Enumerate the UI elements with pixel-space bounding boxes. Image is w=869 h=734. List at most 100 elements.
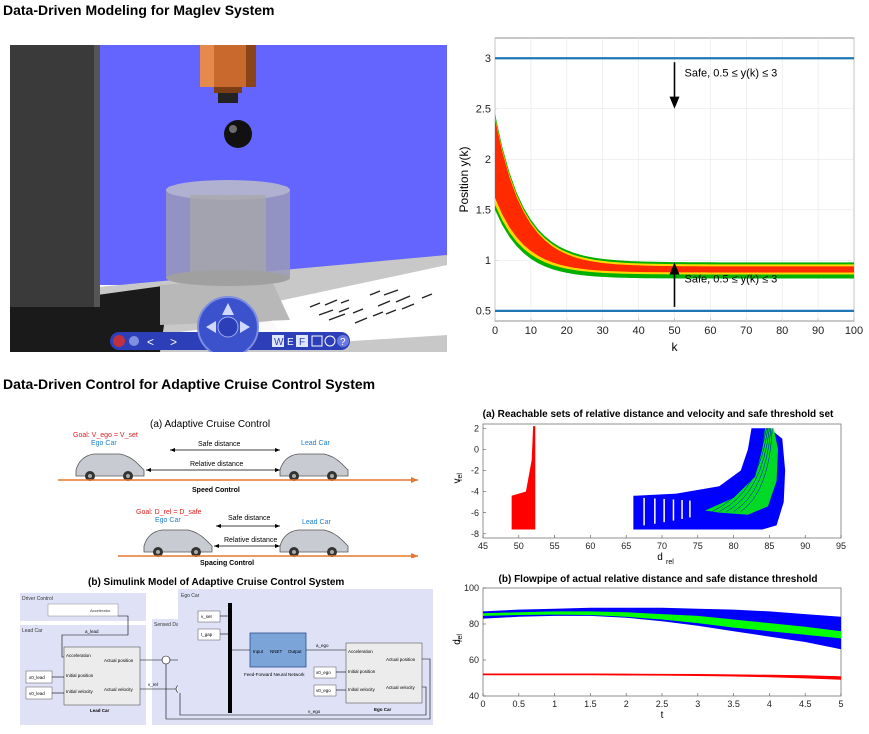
navigator-toolbar[interactable]: < > W E F ? <box>110 296 350 352</box>
magnetic-ball <box>224 120 252 148</box>
svg-text:Feed-Forward Neural Network: Feed-Forward Neural Network <box>244 672 305 677</box>
speed-ego-label: Ego Car <box>91 440 117 447</box>
svg-text:Initial position: Initial position <box>348 669 376 674</box>
maglev-scene: < > W E F ? <box>10 45 447 352</box>
x-tick-label: 5 <box>838 699 843 709</box>
position-chart: 0 10 20 30 40 50 60 70 80 90 100 0.5 1 1.5 2 2.5 3 Safe, … <box>457 37 863 354</box>
x-tick-label: 4 <box>767 699 772 709</box>
safe-threshold-set <box>511 426 536 530</box>
speed-safe-label: Safe distance <box>198 441 241 448</box>
svg-text:W: W <box>274 337 284 348</box>
x-tick-label: 2 <box>624 699 629 709</box>
simulink-model: (b) Simulink Model of Adaptive Cruise Co… <box>18 573 438 731</box>
ego-car-block[interactable] <box>345 642 423 704</box>
svg-text:Accelerator: Accelerator <box>90 608 111 613</box>
spacing-ego-car-icon <box>143 529 213 557</box>
x-tick-label: 1.5 <box>584 699 597 709</box>
flowpipe-chart-title: (b) Flowpipe of actual relative distance… <box>499 574 818 585</box>
x0-ego-block[interactable] <box>313 666 337 679</box>
pillar <box>10 45 100 307</box>
svg-text:v0_lead: v0_lead <box>29 691 45 696</box>
svg-text:Lead Car: Lead Car <box>90 708 110 713</box>
plot-area <box>482 587 842 697</box>
svg-text:v_set: v_set <box>201 614 213 619</box>
svg-text:x0_ego: x0_ego <box>316 670 331 675</box>
reach-trajectory-curve <box>719 428 769 512</box>
y-tick-label: -2 <box>471 466 479 476</box>
svg-text:Ego Car: Ego Car <box>374 707 392 712</box>
y-tick-label: 0 <box>474 444 479 454</box>
speed-goal: Goal: V_ego = V_set <box>73 432 138 439</box>
walk-button[interactable] <box>272 335 284 347</box>
y-axis-label: d <box>452 639 463 645</box>
lower-safe-annotation: Safe, 0.5 ≤ y(k) ≤ 3 <box>685 274 778 286</box>
x-axis-label: k <box>672 340 679 354</box>
x-tick-label: 20 <box>561 325 573 337</box>
acc-diagram: (a) Adaptive Cruise Control Goal: V_ego … <box>18 410 438 558</box>
x-tick-label: 95 <box>836 541 846 551</box>
home-icon[interactable] <box>113 335 125 347</box>
x-tick-label: 90 <box>800 541 810 551</box>
reach-chart-title: (a) Reachable sets of relative distance … <box>483 409 834 420</box>
svg-text:a_ego: a_ego <box>316 643 329 648</box>
x-tick-label: 40 <box>632 325 644 337</box>
spacing-ego-label: Ego Car <box>155 517 181 524</box>
y-axis-label: Position y(k) <box>457 146 471 212</box>
v-set-block[interactable] <box>197 610 221 623</box>
x-tick-label: 0.5 <box>513 699 526 709</box>
ego-car-area-label: Ego Car <box>181 593 200 599</box>
x-tick-label: 60 <box>704 325 716 337</box>
y-axis-label-sub: rel <box>457 473 464 481</box>
x-tick-label: 3.5 <box>727 699 740 709</box>
y-axis-label: v <box>452 479 463 484</box>
electromagnet <box>200 45 256 103</box>
reachable-subset <box>704 428 778 515</box>
speed-lead-label: Lead Car <box>301 440 330 447</box>
y-tick-label: 1 <box>485 255 491 267</box>
x-tick-label: 80 <box>729 541 739 551</box>
y-tick-label: -6 <box>471 508 479 518</box>
x-tick-label: 3 <box>695 699 700 709</box>
lead-car-block[interactable] <box>63 646 141 706</box>
svg-text:Actual position: Actual position <box>386 657 416 662</box>
x-axis-label-sub: rel <box>666 559 674 566</box>
x-tick-label: 50 <box>668 325 680 337</box>
scene-paper <box>260 265 447 345</box>
svg-text:Output: Output <box>288 649 302 654</box>
svg-text:Input: Input <box>253 649 264 654</box>
svg-text:Acceleration: Acceleration <box>66 653 91 658</box>
x-tick-label: 10 <box>525 325 537 337</box>
lower-arrow-head <box>669 262 680 275</box>
svg-text:Initial velocity: Initial velocity <box>66 689 94 694</box>
x-tick-label: 30 <box>597 325 609 337</box>
x-tick-label: 50 <box>514 541 524 551</box>
spacing-relative-label: Relative distance <box>224 537 277 544</box>
examine-button[interactable]: E <box>287 337 294 348</box>
section-title-control: Data-Driven Control for Adaptive Cruise … <box>3 376 376 392</box>
y-tick-label: 100 <box>464 583 479 593</box>
svg-text:v_ego: v_ego <box>308 709 321 714</box>
v0-ego-block[interactable] <box>313 684 337 697</box>
x-tick-label: 70 <box>740 325 752 337</box>
viewpoint-icon[interactable] <box>129 336 139 346</box>
svg-text:Acceleration: Acceleration <box>348 649 373 654</box>
x-tick-label: 4.5 <box>799 699 812 709</box>
reach-trajectory-curve <box>733 428 772 512</box>
headlight-icon[interactable] <box>324 335 336 347</box>
upper-arrow-head <box>669 96 680 109</box>
t-gap-block[interactable] <box>197 628 221 641</box>
upper-safe-annotation: Safe, 0.5 ≤ y(k) ≤ 3 <box>685 67 778 79</box>
help-icon[interactable] <box>337 335 349 347</box>
fly-button[interactable] <box>296 335 308 347</box>
accelerator-block[interactable] <box>47 603 119 617</box>
sensed-data-label: Sensed Data <box>154 622 183 628</box>
x-tick-label: 2.5 <box>656 699 669 709</box>
svg-text:NNET: NNET <box>270 649 283 654</box>
svg-text:x0_lead: x0_lead <box>29 675 45 680</box>
x-tick-label: 0 <box>480 699 485 709</box>
levitation-cylinder <box>166 180 290 286</box>
svg-text:F: F <box>299 337 305 348</box>
y-tick-label: 1.5 <box>476 205 491 217</box>
driver-control-label: Driver Control <box>22 596 53 602</box>
straighten-icon[interactable] <box>311 335 323 347</box>
